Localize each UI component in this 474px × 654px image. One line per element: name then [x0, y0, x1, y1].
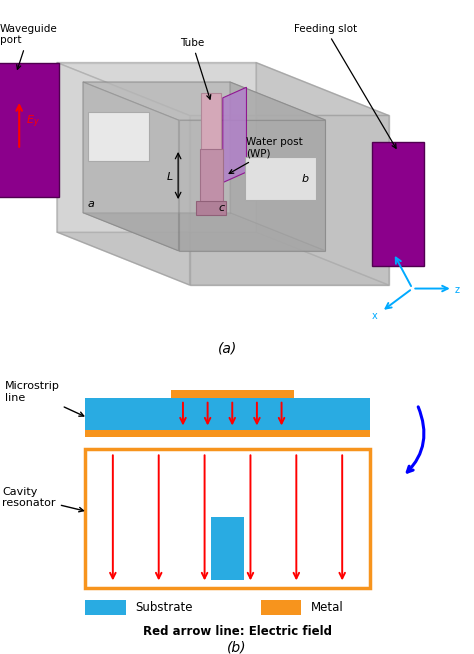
Polygon shape [83, 82, 179, 250]
Text: Red arrow line: Electric field: Red arrow line: Electric field [143, 625, 331, 638]
Bar [201, 93, 221, 167]
Text: Tube: Tube [180, 38, 211, 99]
Text: $L$: $L$ [166, 169, 174, 182]
Text: Feeding slot: Feeding slot [294, 24, 396, 148]
Bar [171, 390, 294, 398]
Text: b: b [302, 174, 309, 184]
Bar [372, 142, 424, 266]
Bar [196, 201, 227, 215]
Polygon shape [230, 82, 326, 250]
Text: Substrate: Substrate [135, 601, 192, 614]
Bar [85, 430, 370, 438]
Text: x: x [372, 311, 378, 320]
Polygon shape [57, 63, 190, 285]
Text: z: z [455, 284, 460, 295]
Polygon shape [57, 63, 256, 232]
Polygon shape [83, 82, 230, 213]
Bar [245, 157, 316, 199]
Text: Cavity
resonator: Cavity resonator [2, 487, 83, 512]
Text: y: y [379, 243, 385, 254]
Bar [0, 63, 59, 197]
Text: Water post
(WP): Water post (WP) [229, 137, 303, 173]
Text: (a): (a) [218, 341, 237, 355]
Bar [85, 600, 126, 615]
Bar [88, 112, 149, 162]
Polygon shape [179, 120, 326, 250]
Bar [200, 149, 223, 202]
Bar [85, 449, 370, 588]
Polygon shape [57, 63, 389, 116]
Polygon shape [57, 232, 389, 285]
Text: Waveguide
port: Waveguide port [0, 24, 58, 69]
Bar [211, 517, 244, 580]
Text: c: c [219, 203, 225, 213]
Bar [261, 600, 301, 615]
Text: $E_y$: $E_y$ [26, 114, 40, 130]
Polygon shape [190, 116, 389, 285]
Text: (b): (b) [227, 641, 247, 654]
Text: a: a [88, 199, 95, 209]
Polygon shape [83, 213, 326, 250]
Polygon shape [223, 87, 246, 182]
Text: Microstrip
line: Microstrip line [5, 381, 84, 416]
Text: Metal: Metal [310, 601, 343, 614]
Bar [85, 398, 370, 438]
Polygon shape [83, 82, 326, 120]
Polygon shape [256, 63, 389, 285]
